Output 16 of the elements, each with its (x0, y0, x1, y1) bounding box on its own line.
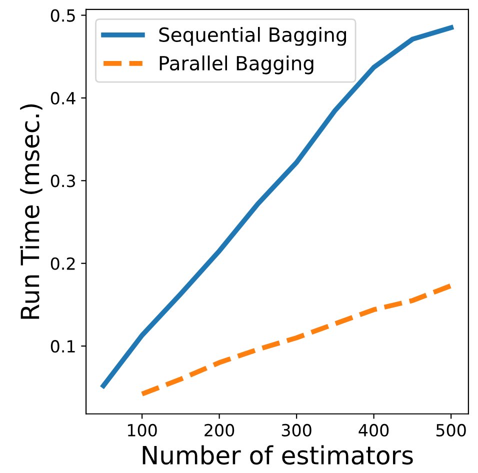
x-tick-label: 100 (128, 424, 157, 436)
legend-label: Sequential Bagging (159, 26, 346, 46)
x-axis-title: Number of estimators (142, 445, 413, 465)
x-tick-label: 400 (358, 424, 389, 436)
y-tick-label: 0.1 (50, 340, 75, 353)
y-tick-label: 0.5 (50, 9, 75, 22)
line-series (140, 283, 454, 396)
line-series (100, 25, 454, 388)
legend-label: Parallel Bagging (160, 56, 314, 74)
x-tick-label: 300 (282, 424, 312, 436)
x-tick-label: 500 (436, 424, 466, 436)
y-axis-title: Run Time (msec.) (20, 104, 42, 319)
y-tick-label: 0.2 (50, 257, 75, 270)
y-tick-label: 0.3 (50, 174, 75, 188)
y-tick-label: 0.4 (50, 92, 76, 105)
x-tick-label: 200 (204, 424, 234, 436)
